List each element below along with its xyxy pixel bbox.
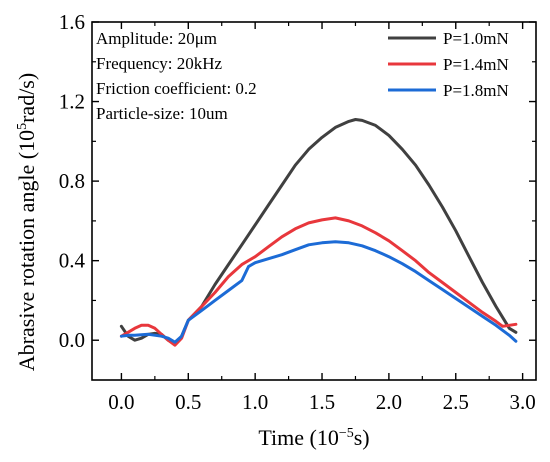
x-tick-label: 2.5	[443, 390, 469, 414]
annotation-frequency: Frequency: 20kHz	[96, 54, 223, 73]
series-line-1	[119, 118, 518, 346]
plot-frame	[91, 21, 537, 381]
legend-label-2: P=1.4mN	[443, 55, 509, 74]
series-line-2	[119, 216, 518, 347]
axis-ticks	[92, 21, 536, 380]
x-tick-label: 3.0	[510, 390, 536, 414]
legend: P=1.0mN P=1.4mN P=1.8mN	[388, 29, 509, 100]
y-tick-label: 0.4	[59, 249, 86, 273]
annotation-amplitude: Amplitude: 20μm	[96, 29, 217, 48]
x-tick-label: 1.5	[309, 390, 335, 414]
x-tick-label: 2.0	[376, 390, 402, 414]
x-tick-label: 1.0	[242, 390, 268, 414]
y-tick-label: 0.0	[59, 328, 85, 352]
x-axis-label: Time (10−5s)	[258, 425, 369, 450]
y-tick-label: 1.2	[59, 90, 85, 114]
annotation-block: Amplitude: 20μm Frequency: 20kHz Frictio…	[96, 29, 257, 123]
series-line-3	[119, 240, 518, 344]
series-layer	[119, 118, 518, 347]
legend-label-3: P=1.8mN	[443, 81, 509, 100]
x-tick-label: 0.0	[108, 390, 134, 414]
annotation-friction: Friction coefficient: 0.2	[96, 79, 257, 98]
y-tick-label: 1.6	[59, 10, 85, 34]
y-axis-label: Abrasive rotation angle (105rad/s)	[14, 73, 39, 371]
y-tick-label: 0.8	[59, 169, 85, 193]
x-tick-label: 0.5	[175, 390, 201, 414]
axis-tick-labels: 0.0 0.5 1.0 1.5 2.0 2.5 3.0 0.0 0.4 0.8 1.2 1.6	[59, 10, 536, 414]
legend-label-1: P=1.0mN	[443, 29, 509, 48]
annotation-particle-size: Particle-size: 10um	[96, 104, 228, 123]
